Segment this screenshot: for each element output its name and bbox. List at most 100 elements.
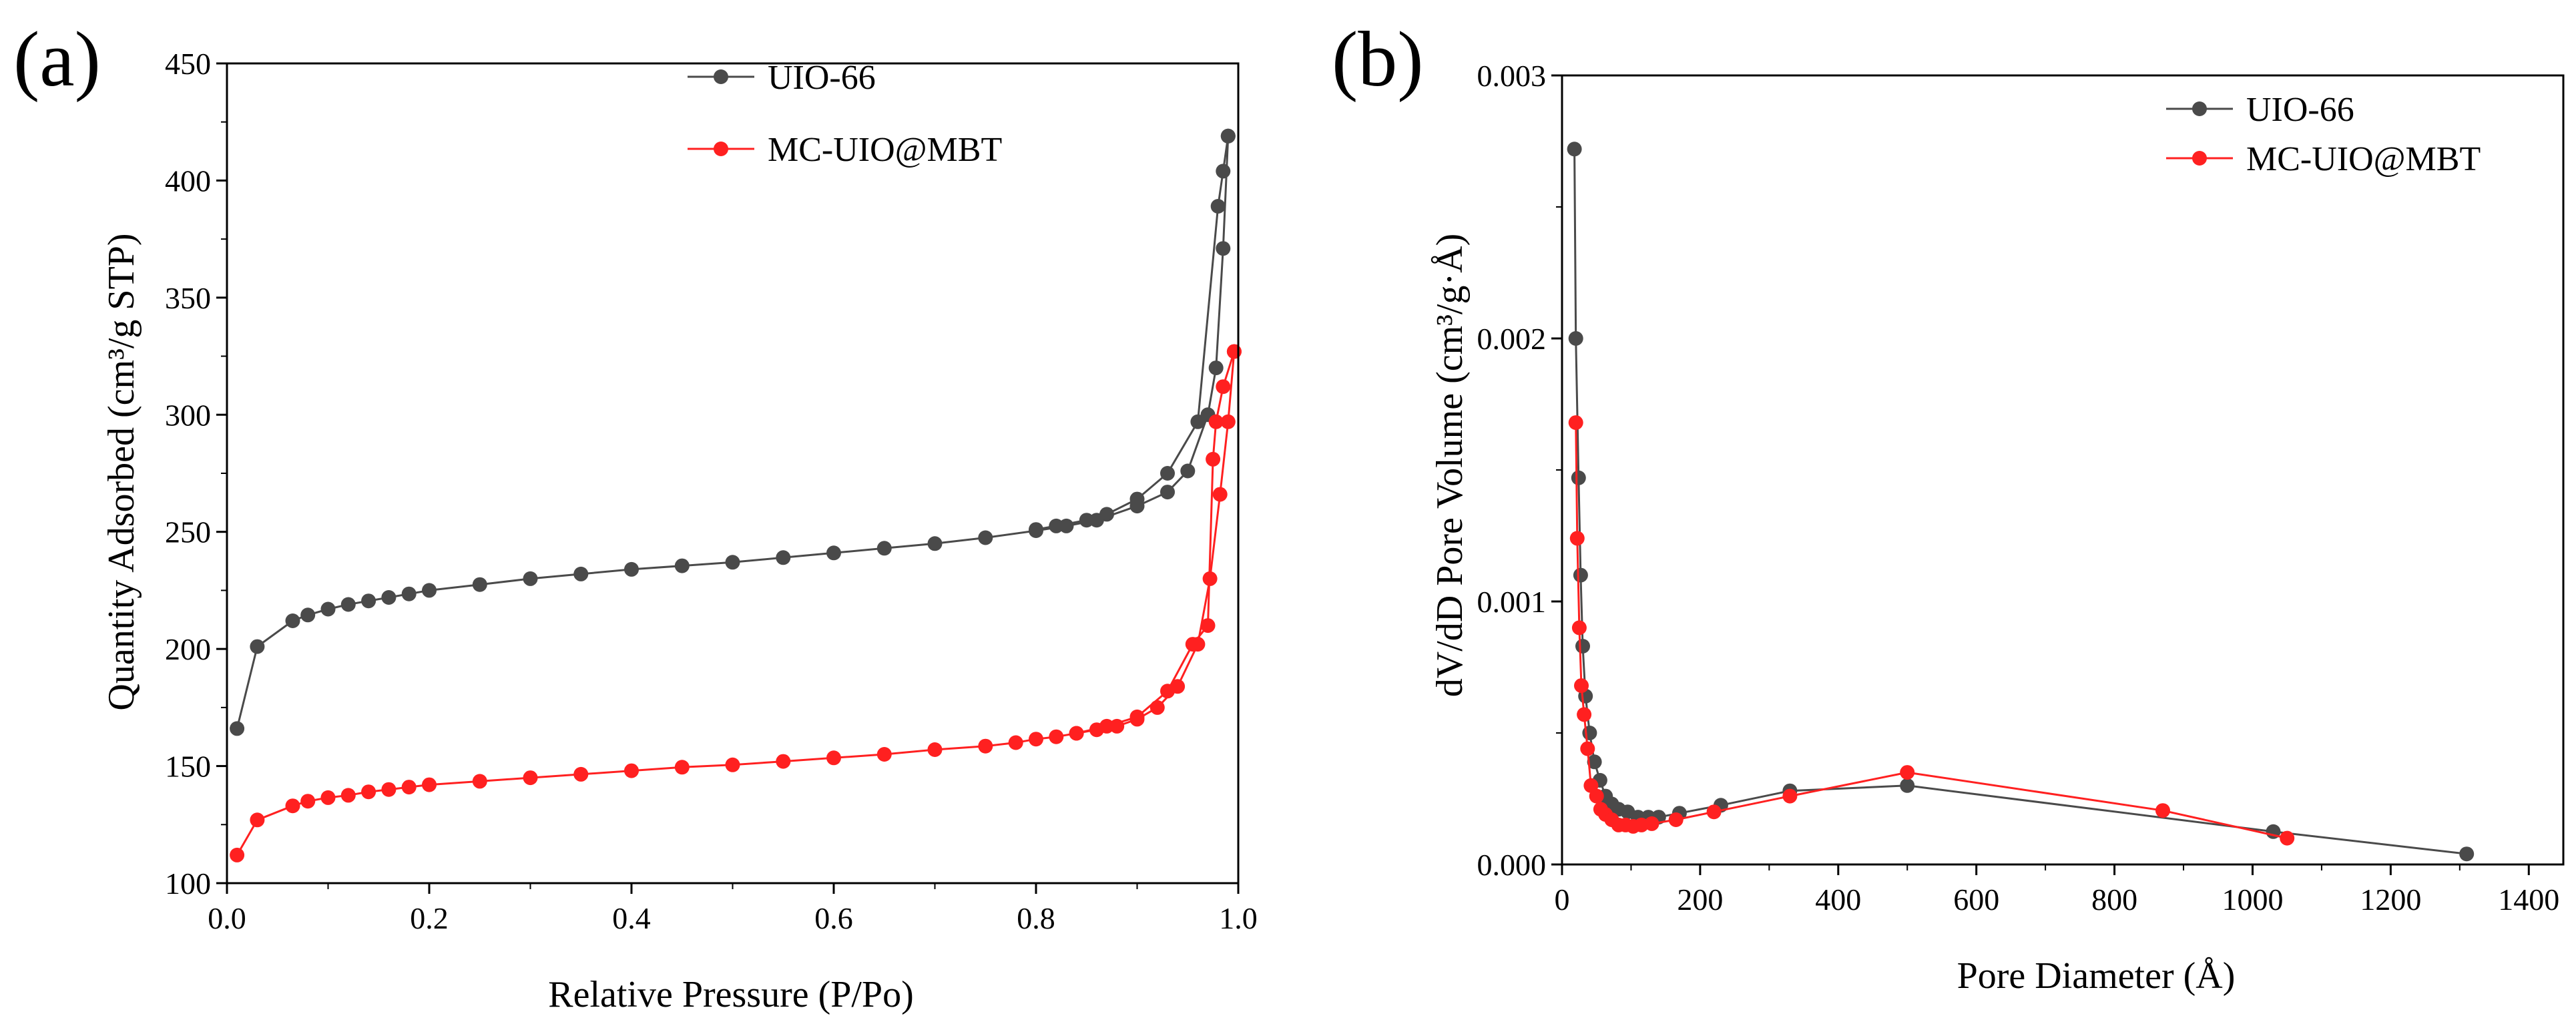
- panel-a-point-mc-uio-mbt-adsorption: [674, 760, 690, 775]
- panel-a-point-uio-66-adsorption: [927, 536, 943, 551]
- panel-a-legend: UIO-66 MC-UIO@MBT: [688, 59, 1002, 169]
- panel-b-x-tick-label: 400: [1815, 882, 1861, 917]
- panel-a-point-uio-66-adsorption: [320, 601, 336, 617]
- panel-b-point-uio-66: [1573, 567, 1588, 583]
- panel-a-point-mc-uio-mbt-adsorption: [523, 770, 538, 786]
- panel-a-point-mc-uio-mbt-desorption: [1185, 637, 1200, 652]
- panel-b-point-mc-uio-mbt: [1668, 812, 1684, 827]
- panel-a-line-uio-66-adsorption: [236, 136, 1230, 729]
- panel-a-point-uio-66-desorption: [1160, 466, 1175, 481]
- panel-b-point-uio-66: [1575, 639, 1590, 654]
- panel-a-x-tick-label: 1.0: [1219, 901, 1258, 935]
- panel-a-point-uio-66-adsorption: [401, 586, 417, 601]
- panel-a-point-mc-uio-mbt-desorption: [1069, 726, 1084, 741]
- panel-b-point-mc-uio-mbt: [1589, 788, 1604, 804]
- panel-a-point-uio-66-adsorption: [1208, 360, 1224, 376]
- panel-a-point-uio-66-adsorption: [422, 583, 437, 598]
- panel-a-point-mc-uio-mbt-desorption: [1160, 684, 1175, 699]
- panel-b-point-mc-uio-mbt: [1569, 531, 1585, 546]
- panel-a-point-uio-66-adsorption: [300, 607, 316, 623]
- panel-b-label: (b): [1332, 15, 1424, 103]
- panel-b-point-mc-uio-mbt: [1580, 741, 1595, 756]
- panel-a-point-uio-66-adsorption: [250, 639, 265, 654]
- panel-a-point-uio-66-adsorption: [1160, 485, 1175, 500]
- panel-a-y-tick-label: 250: [165, 515, 211, 549]
- panel-a-point-uio-66-adsorption: [876, 541, 892, 556]
- panel-b-x-tick-label: 1200: [2360, 882, 2421, 917]
- panel-a-point-uio-66-desorption: [1129, 491, 1145, 507]
- panel-a-point-mc-uio-mbt-adsorption: [422, 777, 437, 792]
- panel-a-point-uio-66-desorption: [1079, 513, 1094, 528]
- panel-b-legend-label-mc-uio: MC-UIO@MBT: [2246, 140, 2481, 178]
- panel-b-point-mc-uio-mbt: [1574, 678, 1589, 694]
- panel-a-point-mc-uio-mbt-adsorption: [624, 763, 639, 778]
- panel-a-axes: 0.0 0.2 0.4 0.6 0.8 1.0 100 150 200 250 300 350 400 4…: [165, 47, 1258, 935]
- panel-a-legend-label-uio66: UIO-66: [768, 59, 876, 97]
- panel-a-point-mc-uio-mbt-adsorption: [230, 847, 245, 862]
- panel-a-point-mc-uio-mbt-adsorption: [1149, 700, 1165, 715]
- panel-b-point-mc-uio-mbt: [2280, 830, 2295, 846]
- panel-b-point-uio-66: [1900, 778, 1915, 793]
- panel-b-point-uio-66: [1587, 754, 1602, 770]
- panel-a-point-mc-uio-mbt-adsorption: [1029, 732, 1043, 747]
- panel-a-y-tick-label: 200: [165, 632, 211, 666]
- panel-a-point-mc-uio-mbt-adsorption: [340, 788, 356, 803]
- panel-a-point-mc-uio-mbt-desorption: [1208, 414, 1224, 429]
- panel-b-y-tick-label: 0.003: [1477, 59, 1547, 93]
- panel-a-y-tick-label: 150: [165, 750, 211, 784]
- panel-b-point-mc-uio-mbt: [1706, 804, 1722, 820]
- panel-a-point-mc-uio-mbt-adsorption: [320, 790, 336, 805]
- panel-a-point-mc-uio-mbt-adsorption: [776, 754, 791, 769]
- panel-a-point-uio-66-adsorption: [361, 593, 376, 609]
- panel-b-point-uio-66: [1568, 331, 1583, 346]
- panel-b-x-tick-label: 1400: [2498, 882, 2559, 917]
- panel-a-point-mc-uio-mbt-adsorption: [978, 738, 993, 754]
- panel-a-point-uio-66-adsorption: [573, 566, 589, 581]
- panel-a-point-mc-uio-mbt-adsorption: [573, 766, 589, 782]
- panel-a-point-uio-66-adsorption: [1180, 463, 1196, 479]
- panel-a-x-tick-label: 0.6: [814, 901, 853, 935]
- panel-a-x-tick-label: 0.4: [612, 901, 651, 935]
- panel-b-point-mc-uio-mbt: [2155, 803, 2170, 818]
- panel-a-point-mc-uio-mbt-adsorption: [472, 774, 487, 789]
- panel-a-legend-label-mc-uio: MC-UIO@MBT: [768, 131, 1002, 169]
- panel-b-y-axis-title: dV/dD Pore Volume (cm³/g·Å): [1429, 234, 1471, 697]
- panel-b-legend: UIO-66 MC-UIO@MBT: [2166, 91, 2481, 178]
- panel-b-point-mc-uio-mbt: [1571, 620, 1587, 636]
- panel-b-y-tick-label: 0.002: [1477, 322, 1547, 356]
- panel-a-point-mc-uio-mbt-adsorption: [361, 784, 376, 800]
- panel-a-point-uio-66-adsorption: [340, 597, 356, 612]
- panel-a-point-uio-66-desorption: [1029, 522, 1043, 537]
- panel-a-point-mc-uio-mbt-adsorption: [1109, 718, 1125, 734]
- panel-b-x-axis-title: Pore Diameter (Å): [1957, 955, 2236, 997]
- panel-a-point-mc-uio-mbt-adsorption: [1220, 414, 1236, 429]
- panel-a-legend-marker-mc-uio: [714, 142, 728, 156]
- panel-a-point-uio-66-adsorption: [674, 558, 690, 573]
- panel-a-y-tick-label: 350: [165, 281, 211, 315]
- panel-a-point-mc-uio-mbt-adsorption: [1212, 487, 1228, 502]
- panel-a-point-uio-66-adsorption: [776, 550, 791, 565]
- panel-b-point-mc-uio-mbt: [1782, 788, 1798, 804]
- panel-b-x-tick-label: 1000: [2222, 882, 2283, 917]
- panel-a-x-axis-title: Relative Pressure (P/Po): [548, 974, 913, 1015]
- panel-a-point-uio-66-adsorption: [624, 561, 639, 577]
- panel-a-point-mc-uio-mbt-desorption: [1206, 451, 1221, 467]
- panel-a-point-mc-uio-mbt-adsorption: [285, 798, 300, 814]
- panel-a-point-uio-66-adsorption: [1059, 518, 1074, 533]
- panel-a-y-tick-label: 450: [165, 47, 211, 81]
- panel-a-y-tick-label: 400: [165, 164, 211, 198]
- panel-a-point-mc-uio-mbt-adsorption: [876, 747, 892, 762]
- panel-b-axes: 0 200 400 600 800 1000 1200 1400 0.000 0.001 0.002…: [1477, 59, 2565, 917]
- panel-b-legend-marker-mc-uio: [2192, 151, 2207, 166]
- panel-a-point-mc-uio-mbt-adsorption: [725, 757, 740, 772]
- panel-a-line-uio-66-desorption: [1035, 136, 1230, 531]
- panel-a-point-uio-66-desorption: [1049, 518, 1064, 533]
- panel-b-frame: [1561, 74, 2565, 866]
- panel-b-y-tick-label: 0.000: [1477, 848, 1547, 882]
- panel-a-point-mc-uio-mbt-desorption: [1200, 618, 1216, 633]
- panel-a-point-mc-uio-mbt-adsorption: [1202, 571, 1218, 586]
- panel-a-y-axis-title: Quantity Adsorbed (cm³/g STP): [101, 233, 142, 710]
- panel-a-point-mc-uio-mbt-adsorption: [826, 750, 841, 766]
- panel-a-point-mc-uio-mbt-desorption: [1129, 709, 1145, 724]
- panel-a-x-tick-label: 0.2: [410, 901, 449, 935]
